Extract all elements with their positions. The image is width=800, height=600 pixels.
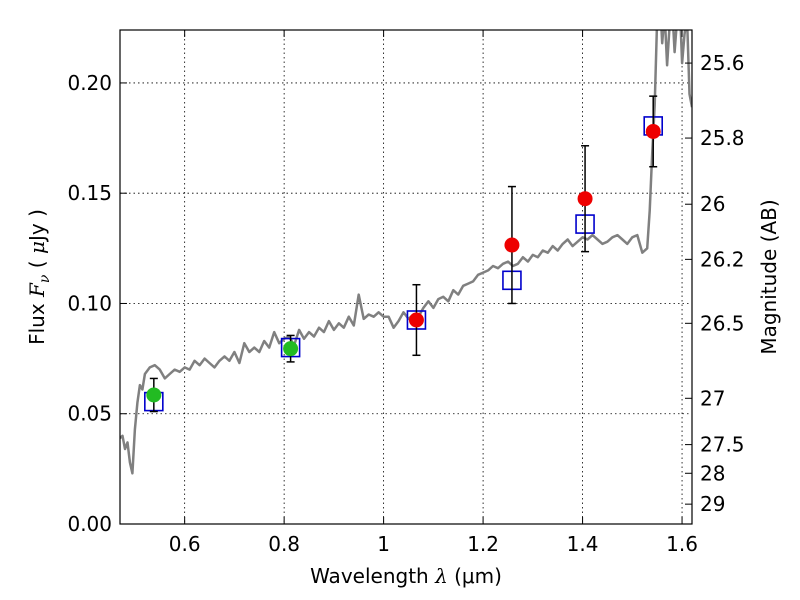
x-tick-label: 1.6 — [666, 532, 698, 556]
y2-tick-label: 26 — [700, 192, 725, 216]
y-axis-label: Flux Fν ( μJy ) — [25, 209, 53, 345]
y-tick-label: 0.10 — [67, 291, 112, 315]
axis-ticks: 0.6 0.8 1 1.2 1.4 1.6 0.00 0.05 0.10 0.15 0.20 25.6… — [67, 30, 745, 556]
y2-axis-label: Magnitude (AB) — [757, 199, 781, 354]
x-tick-label: 1.4 — [567, 532, 599, 556]
x-axis-label: Wavelength λ (μm) — [310, 564, 502, 588]
data-points-layer — [144, 95, 664, 413]
y-tick-label: 0.20 — [67, 71, 112, 95]
x-tick-label: 0.8 — [268, 532, 300, 556]
plot-background — [120, 30, 692, 524]
y-tick-label: 0.05 — [67, 402, 112, 426]
observed-photometry-point — [146, 387, 162, 403]
y-tick-label: 0.15 — [67, 181, 112, 205]
y2-tick-label: 26.5 — [700, 311, 745, 335]
y2-tick-label: 29 — [700, 492, 725, 516]
observed-photometry-point — [408, 312, 424, 328]
x-tick-label: 1.2 — [467, 532, 499, 556]
y2-tick-label: 28 — [700, 461, 725, 485]
observed-photometry-point — [645, 123, 661, 139]
y2-tick-label: 27.5 — [700, 433, 745, 457]
y2-tick-label: 27 — [700, 386, 725, 410]
observed-photometry-point — [283, 341, 299, 357]
y-tick-label: 0.00 — [67, 512, 112, 536]
x-tick-label: 1 — [377, 532, 390, 556]
observed-photometry-point — [577, 191, 593, 207]
plot-frame — [119, 29, 693, 525]
y2-tick-label: 25.8 — [700, 126, 745, 150]
y2-tick-label: 25.6 — [700, 51, 745, 75]
x-tick-label: 0.6 — [169, 532, 201, 556]
y2-tick-label: 26.2 — [700, 247, 745, 271]
observed-photometry-point — [504, 237, 520, 253]
